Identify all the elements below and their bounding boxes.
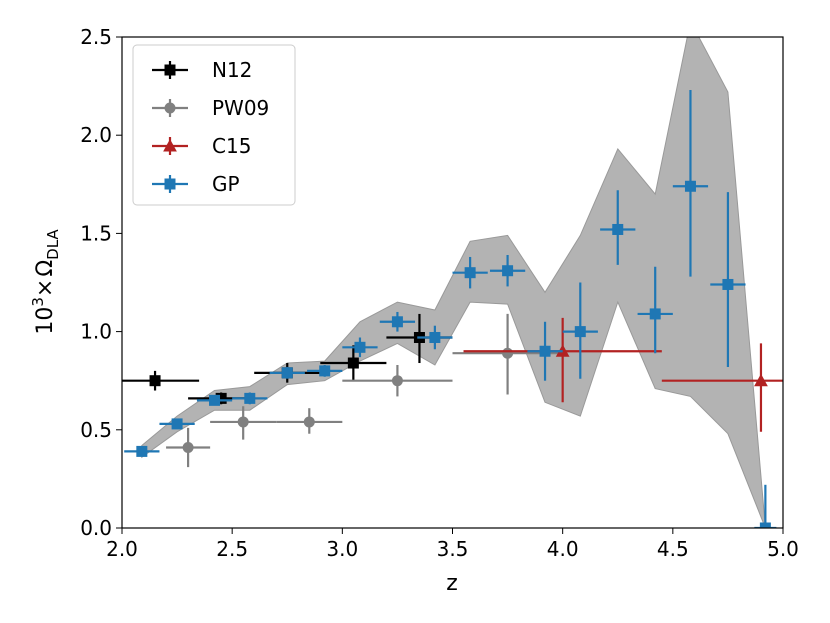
legend-label: PW09 xyxy=(212,96,269,120)
legend-box xyxy=(132,44,296,206)
y-label-times: × xyxy=(33,279,58,297)
x-tick-label: 2.5 xyxy=(216,537,248,561)
data-point xyxy=(672,90,709,277)
y-label-subscript: DLA xyxy=(44,229,62,260)
data-point xyxy=(320,345,387,381)
marker xyxy=(391,316,403,328)
marker xyxy=(684,180,696,192)
data-point xyxy=(562,282,598,379)
legend-marker xyxy=(163,139,177,152)
x-axis-label: z xyxy=(446,571,458,596)
marker xyxy=(171,418,183,430)
data-point xyxy=(452,256,488,289)
data-point xyxy=(637,266,673,354)
marker xyxy=(722,278,734,290)
marker xyxy=(281,367,293,379)
data-point xyxy=(122,370,200,391)
marker xyxy=(149,375,161,387)
y-tick-label: 0.5 xyxy=(80,418,112,442)
legend-item-gp: GP xyxy=(152,172,240,196)
marker xyxy=(136,445,148,457)
y-tick-label: 1.5 xyxy=(80,221,112,245)
y-tick-label: 2.0 xyxy=(80,123,112,147)
data-point xyxy=(527,321,563,381)
data-point xyxy=(342,364,453,397)
data-point xyxy=(307,364,343,377)
marker xyxy=(754,373,768,387)
y-tick-label: 2.5 xyxy=(80,25,112,49)
data-point xyxy=(159,418,195,430)
marker xyxy=(347,357,359,369)
x-tick-label: 3.5 xyxy=(437,537,469,561)
marker xyxy=(244,392,256,404)
legend-item-c15: C15 xyxy=(152,134,251,158)
data-point xyxy=(342,337,378,358)
y-tick-label: 1.0 xyxy=(80,320,112,344)
data-point xyxy=(210,406,277,440)
marker xyxy=(237,416,249,428)
marker xyxy=(215,392,227,404)
data-point xyxy=(124,445,160,457)
x-tick-label: 5.0 xyxy=(767,537,799,561)
y-label-exponent: 3 xyxy=(29,297,47,307)
x-tick-label: 3.0 xyxy=(326,537,358,561)
marker xyxy=(429,331,441,343)
legend-marker xyxy=(164,178,176,190)
data-point xyxy=(489,255,526,287)
marker xyxy=(759,522,771,528)
x-tick-label: 4.0 xyxy=(547,537,579,561)
y-label-base: 10 xyxy=(33,307,58,335)
series-gp xyxy=(124,90,777,528)
data-point xyxy=(379,311,416,332)
marker xyxy=(354,341,366,353)
data-point xyxy=(232,392,268,405)
data-point xyxy=(754,484,777,528)
data-point xyxy=(276,408,343,434)
marker xyxy=(464,267,476,279)
legend-item-pw09: PW09 xyxy=(152,96,269,120)
legend-item-n12: N12 xyxy=(152,58,252,82)
data-point xyxy=(417,325,453,350)
series-pw09 xyxy=(166,313,563,468)
x-tick-label: 4.5 xyxy=(657,537,689,561)
uncertainty-band xyxy=(141,37,766,528)
plot-area xyxy=(122,37,783,528)
marker xyxy=(649,308,661,320)
data-point xyxy=(710,192,746,367)
data-point xyxy=(600,190,636,265)
data-point xyxy=(166,427,211,468)
legend-label: GP xyxy=(212,172,240,196)
marker xyxy=(539,345,551,357)
data-point xyxy=(661,343,783,432)
y-axis-label: 103× ΩDLA xyxy=(29,229,62,335)
legend-label: C15 xyxy=(212,134,251,158)
marker xyxy=(502,265,514,277)
marker xyxy=(574,326,586,338)
marker xyxy=(612,223,624,235)
x-axis: 2.0 2.5 3.0 3.5 4.0 4.5 5.0 xyxy=(106,528,799,561)
marker xyxy=(391,375,403,387)
data-point xyxy=(196,394,233,406)
marker xyxy=(209,394,221,406)
legend-label: N12 xyxy=(212,58,252,82)
legend: N12 PW09 C15 GP xyxy=(132,44,296,206)
data-point xyxy=(269,366,305,379)
legend-marker xyxy=(164,102,176,114)
y-axis: 0.0 0.5 1.0 1.5 2.0 2.5 xyxy=(80,25,122,540)
marker xyxy=(502,347,514,359)
x-tick-label: 2.0 xyxy=(106,537,138,561)
marker xyxy=(303,416,315,428)
marker xyxy=(182,441,194,453)
legend-marker xyxy=(164,64,176,76)
y-tick-label: 0.0 xyxy=(80,516,112,540)
y-label-omega: Ω xyxy=(33,260,58,277)
marker xyxy=(319,365,331,377)
